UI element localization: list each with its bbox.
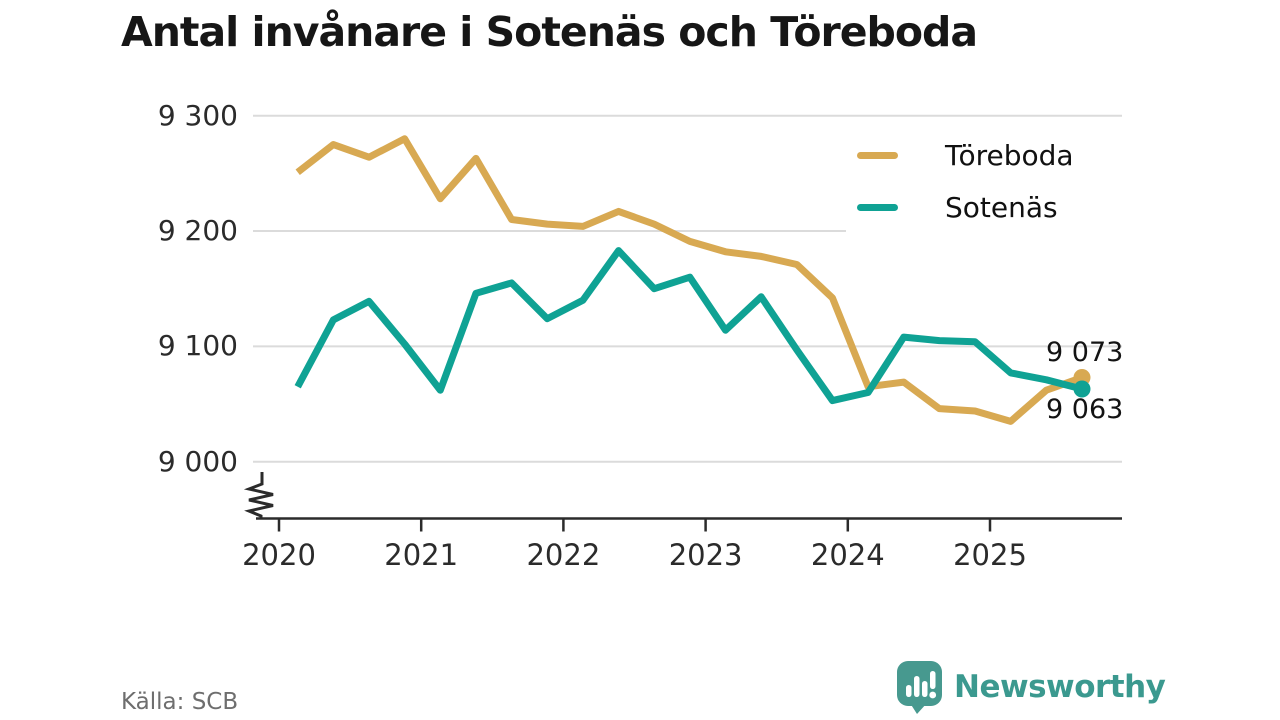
- y-tick-label: 9 300: [157, 98, 238, 132]
- newsworthy-logo-icon: [897, 661, 942, 714]
- endpoint-dot-sotenas: [1073, 380, 1091, 398]
- legend-label-sotenas: Sotenäs: [945, 190, 1058, 224]
- end-value-label-toreboda: 9 073: [1046, 337, 1124, 368]
- legend-swatch-toreboda-icon: [857, 151, 898, 159]
- legend-item-toreboda: Töreboda: [846, 136, 1138, 174]
- chart-title: Antal invånare i Sotenäs och Töreboda: [121, 8, 978, 56]
- series-line-toreboda: [295, 135, 1084, 425]
- legend-label-toreboda: Töreboda: [945, 138, 1074, 172]
- legend-item-sotenas: Sotenäs: [846, 188, 1138, 226]
- y-tick-label: 9 200: [157, 214, 238, 248]
- x-tick-label: 2025: [953, 538, 1027, 572]
- x-tick-label: 2023: [668, 538, 743, 572]
- x-tick-label: 2021: [384, 538, 459, 572]
- legend: Töreboda Sotenäs: [846, 129, 1138, 233]
- y-tick-label: 9 000: [157, 444, 238, 478]
- newsworthy-logo: Newsworthy: [896, 660, 1166, 714]
- series-line-sotenas: [294, 247, 1083, 405]
- x-tick-label: 2024: [810, 538, 885, 572]
- x-tick-label: 2020: [242, 538, 316, 572]
- end-value-label-sotenas: 9 063: [1046, 394, 1124, 425]
- newsworthy-logo-text: Newsworthy: [954, 669, 1166, 705]
- x-tick-label: 2022: [526, 538, 601, 572]
- source-caption: Källa: SCB: [121, 689, 239, 715]
- y-tick-label: 9 100: [157, 329, 238, 363]
- legend-swatch-sotenas-icon: [857, 203, 898, 211]
- y-axis-break-icon: [243, 472, 274, 519]
